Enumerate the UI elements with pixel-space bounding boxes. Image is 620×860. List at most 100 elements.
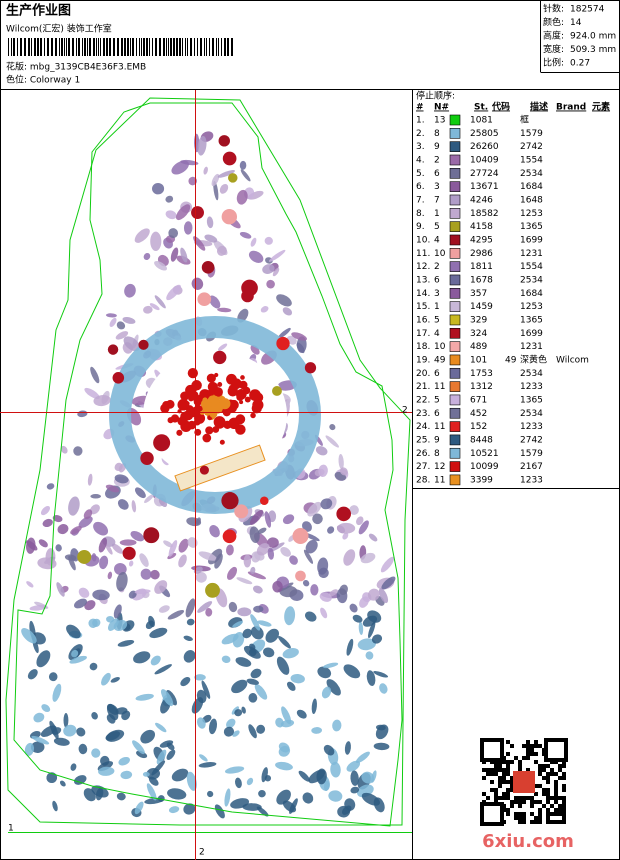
stitch-leaf: [30, 741, 45, 753]
stitch-leaf: [165, 195, 174, 203]
flower-stitch: [249, 389, 261, 401]
row-needle: 12: [434, 462, 445, 472]
stitch-leaf: [250, 237, 257, 247]
color-swatch: [449, 407, 461, 419]
barcode-bar: [37, 38, 39, 56]
stitch-leaf: [246, 678, 259, 685]
flower-stitch: [194, 428, 202, 436]
color-swatch: [449, 461, 461, 472]
stitch-leaf: [154, 580, 168, 594]
stitch-leaf: [257, 620, 272, 627]
barcode-bar: [163, 38, 165, 56]
stitch-leaf: [165, 210, 177, 220]
stitch-leaf: [191, 277, 204, 290]
stitch-leaf: [214, 553, 223, 569]
accent-flower: [259, 496, 269, 506]
row-needle: 8: [434, 449, 440, 459]
stitch-leaf: [144, 494, 154, 504]
row-desc: 1233: [520, 422, 543, 432]
stitch-leaf: [70, 763, 77, 771]
stitch-leaf: [52, 683, 62, 702]
row-desc: 1365: [520, 395, 543, 405]
stitch-leaf: [217, 170, 235, 178]
stitch-leaf: [346, 760, 361, 772]
accent-flower: [221, 209, 238, 225]
stitch-leaf: [195, 571, 207, 583]
accent-flower: [112, 372, 125, 384]
accent-flower: [107, 344, 119, 355]
qr-module: [506, 768, 510, 772]
qr-module: [530, 812, 534, 816]
row-needle: 5: [434, 222, 440, 232]
barcode-bar: [200, 38, 202, 56]
color-table: # N# St. 代码 描述 Brand 元素1. 13 1081 框2. 8 25805 15793.…: [416, 101, 610, 486]
stitch-leaf: [373, 797, 385, 813]
qr-module: [506, 772, 510, 776]
stitch-leaf: [149, 627, 168, 639]
stitch-leaf: [27, 669, 38, 680]
qr-module: [554, 796, 558, 800]
stitch-leaf: [236, 189, 248, 205]
qr-finder: [544, 738, 568, 762]
row-desc: 2534: [520, 169, 543, 179]
row-desc: 1554: [520, 155, 543, 165]
qr-module: [518, 768, 522, 772]
flower-stitch: [167, 417, 174, 424]
stitch-leaf: [278, 745, 291, 757]
qr-module: [550, 804, 554, 808]
color-swatch: [449, 341, 461, 352]
qr-module: [522, 744, 526, 748]
stitch-leaf: [83, 509, 93, 520]
flower-stitch: [187, 368, 198, 379]
row-index: 13.: [416, 275, 430, 285]
stitch-leaf: [42, 518, 53, 528]
row-desc: 1554: [520, 262, 543, 272]
stitch-leaf: [349, 603, 358, 613]
stitch-leaf: [339, 467, 348, 476]
qr-module: [490, 788, 494, 792]
accent-flower: [295, 570, 306, 582]
row-needle: 7: [434, 195, 440, 205]
barcode-bar: [61, 38, 63, 56]
accent-flower: [197, 292, 212, 307]
color-swatch: [449, 274, 461, 286]
flower-stitch: [211, 402, 223, 414]
stitch-leaf: [272, 267, 280, 277]
qr-module: [530, 800, 534, 804]
row-stitches: 26260: [470, 142, 499, 152]
color-swatch: [449, 194, 461, 206]
qr-module: [498, 796, 502, 800]
qr-module: [494, 764, 498, 768]
stitch-leaf: [228, 601, 238, 613]
stitch-leaf: [128, 560, 134, 567]
flower-stitch: [176, 429, 183, 436]
stitch-leaf: [241, 706, 246, 714]
row-brand: Wilcom: [556, 355, 589, 365]
qr-module: [522, 796, 526, 800]
stitch-leaf: [290, 674, 305, 684]
barcode-bar: [55, 38, 57, 56]
stitch-leaf: [171, 160, 189, 175]
stitch-leaf: [145, 620, 154, 630]
info-label: 针数:: [543, 3, 564, 15]
flower-stitch: [213, 416, 226, 428]
stitch-leaf: [195, 517, 201, 525]
barcode-bar: [76, 38, 77, 56]
qr-module: [554, 788, 558, 792]
stitch-leaf: [209, 295, 221, 309]
qr-module: [554, 800, 558, 804]
column-header: N#: [434, 103, 449, 113]
row-needle: 11: [434, 422, 445, 432]
stitch-leaf: [166, 742, 175, 751]
stitch-leaf: [107, 571, 113, 580]
stitch-leaf: [328, 589, 338, 597]
row-index: 1.: [416, 116, 425, 126]
stitch-leaf: [193, 236, 206, 251]
flower-stitch: [244, 396, 251, 403]
stitch-leaf: [211, 173, 220, 187]
stitch-leaf: [282, 648, 299, 659]
row-stitches: 10409: [470, 155, 499, 165]
stitch-leaf: [166, 749, 176, 760]
qr-module: [546, 812, 550, 816]
stitch-leaf: [158, 605, 170, 613]
